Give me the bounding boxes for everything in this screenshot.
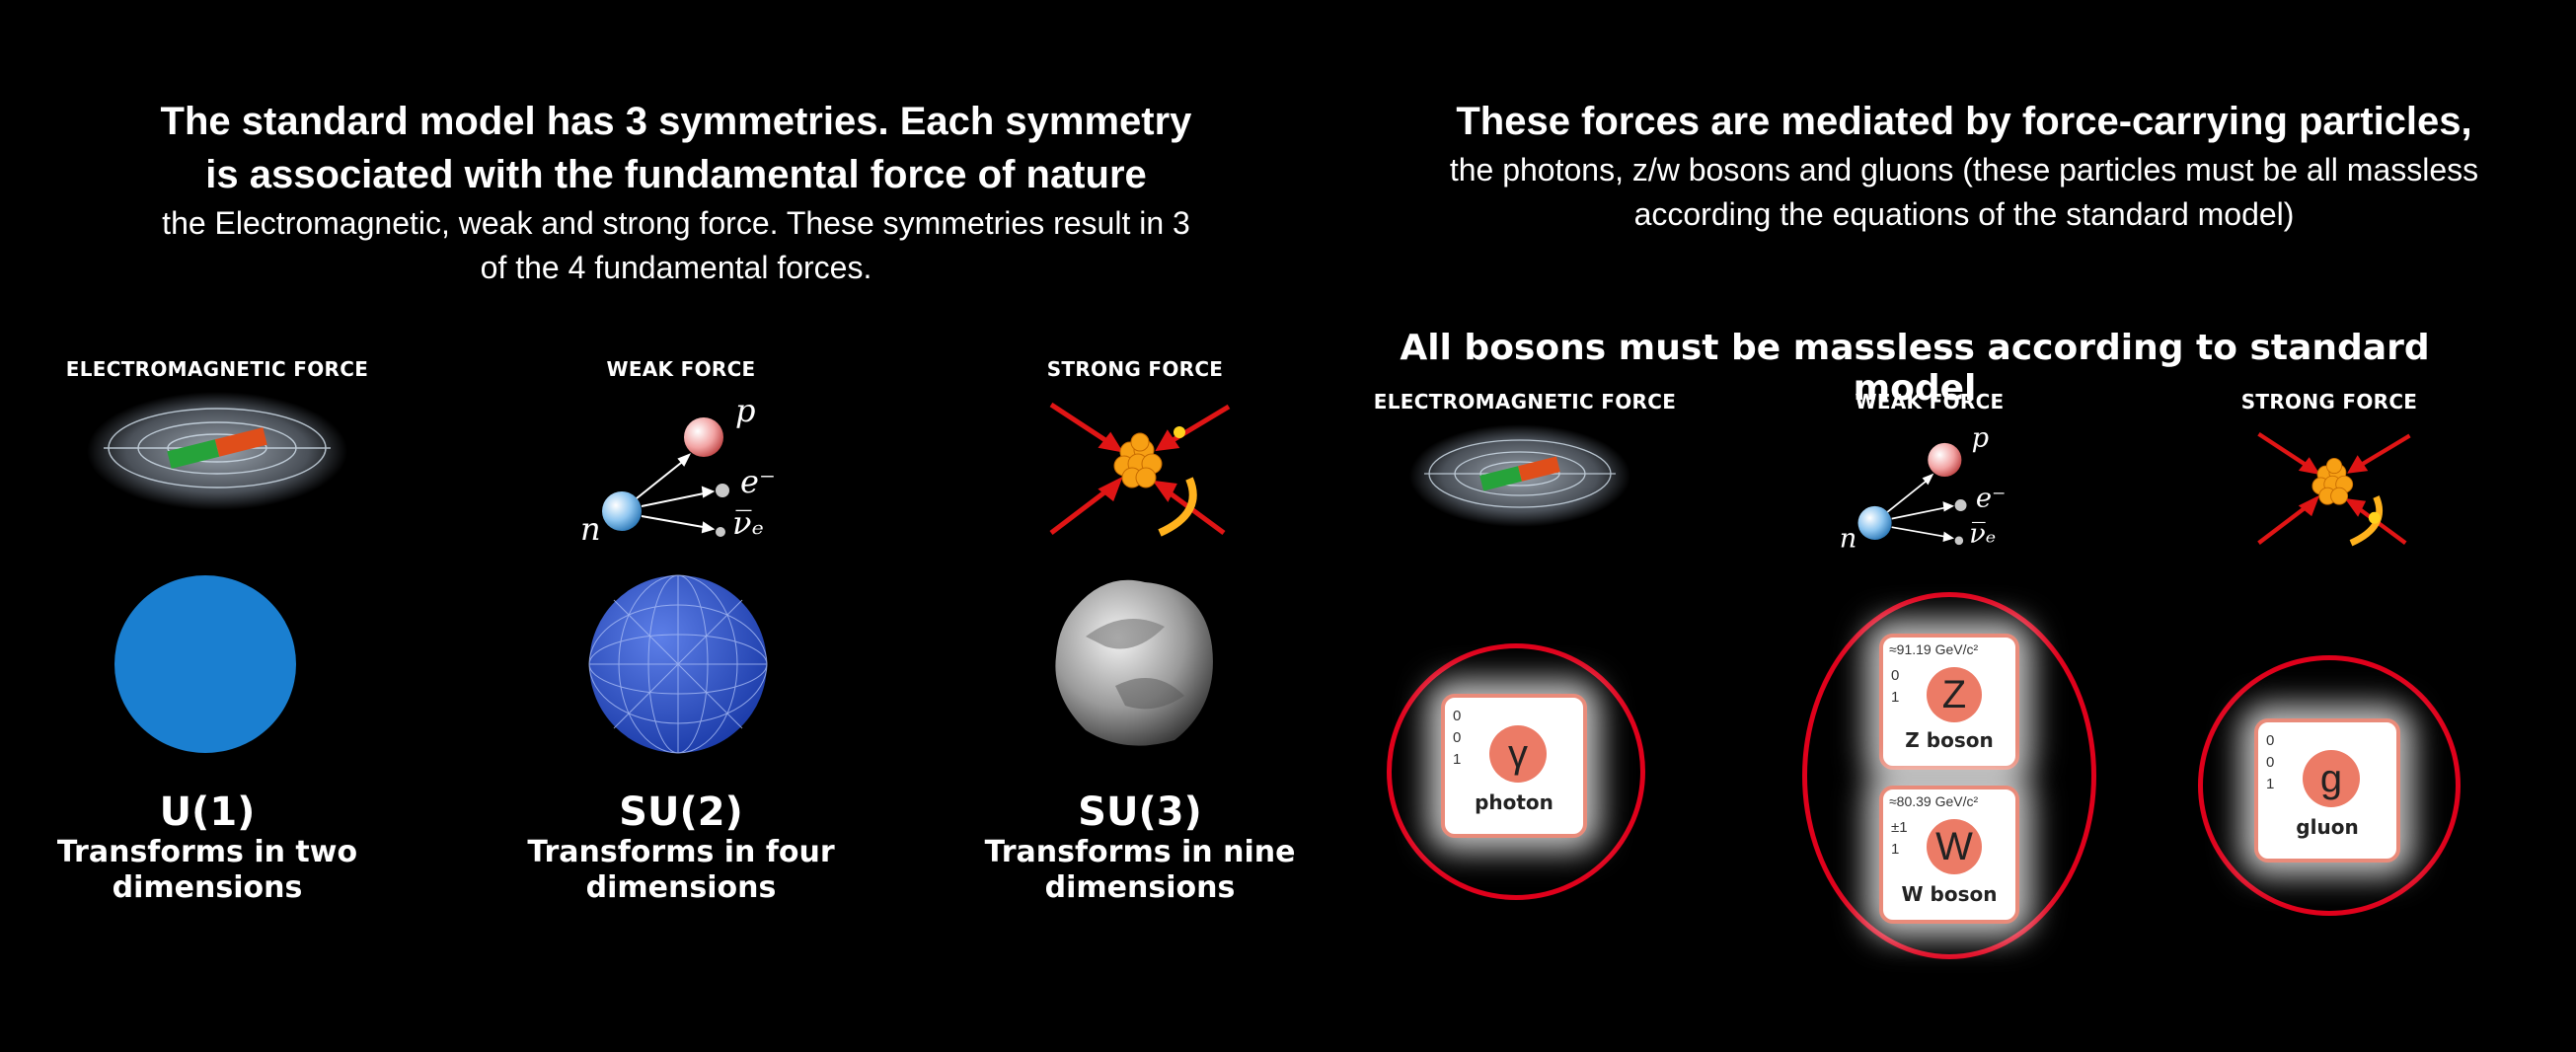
left-label-strong: STRONG FORCE (1046, 357, 1224, 381)
label-p: p (735, 392, 755, 429)
su3-desc-line2: dimensions (1044, 870, 1236, 905)
photon-name: photon (1475, 790, 1553, 814)
z-mass: ≈91.19 GeV/c² (1889, 641, 1979, 657)
su3-desc-line1: Transforms in nine (984, 835, 1296, 869)
strong-force-nucleus-left (1049, 402, 1231, 537)
w-charge: ±1 (1891, 819, 1908, 836)
right-subtitle-line1: the photons, z/w bosons and gluons (thes… (1449, 152, 2479, 188)
left-label-em: ELECTROMAGNETIC FORCE (65, 357, 369, 381)
u1-name: U(1) (159, 789, 256, 835)
su2-desc-line2: dimensions (585, 870, 777, 905)
photon-props: 0 0 1 (1453, 706, 1461, 771)
bosons-heading: All bosons must be massless according to… (1400, 328, 2430, 409)
w-props: ±1 1 (1891, 817, 1908, 861)
z-props: 0 1 (1891, 665, 1899, 709)
label-neutrino-right: ν̅ₑ (1969, 519, 1996, 550)
label-n: n (580, 510, 601, 548)
photon-card: 0 0 1 γ photon (1441, 694, 1587, 838)
su3-blob (1055, 579, 1213, 746)
label-neutrino: ν̅ₑ (732, 504, 764, 542)
label-electron: e⁻ (740, 463, 776, 500)
w-symbol: W (1927, 819, 1982, 874)
z-boson-card: ≈91.19 GeV/c² 0 1 Z Z boson (1879, 634, 2019, 770)
gluon-symbol: g (2303, 750, 2360, 807)
strong-force-nucleus-right (2257, 431, 2411, 547)
z-symbol: Z (1927, 667, 1982, 722)
right-title: These forces are mediated by force-carry… (1362, 95, 2566, 237)
left-title-line2: is associated with the fundamental force… (205, 153, 1147, 196)
left-subtitle-line2: of the 4 fundamental forces. (480, 250, 872, 285)
z-name: Z boson (1905, 728, 1994, 752)
photon-ring (1387, 643, 1645, 900)
right-title-line1: These forces are mediated by force-carry… (1456, 100, 2472, 143)
left-label-weak: WEAK FORCE (606, 357, 756, 381)
gluon-charge: 0 (2266, 732, 2275, 749)
gluon-props: 0 0 1 (2266, 730, 2274, 795)
photon-symbol: γ (1489, 725, 1547, 783)
photon-prop-3: 1 (1453, 751, 1462, 768)
right-label-weak: WEAK FORCE (1855, 390, 2005, 413)
z-charge: 0 (1891, 667, 1900, 684)
su2-desc-line1: Transforms in four (527, 835, 835, 869)
w-name: W boson (1901, 882, 1998, 906)
su2-name: SU(2) (619, 789, 743, 835)
su3-group: SU(3) Transforms in nine dimensions (952, 789, 1327, 906)
zw-ring (1802, 592, 2096, 959)
w-mass: ≈80.39 GeV/c² (1889, 793, 1979, 809)
beta-decay-diagram-right: p e⁻ ν̅ₑ n (1840, 422, 2007, 555)
left-title-line1: The standard model has 3 symmetries. Eac… (160, 100, 1192, 143)
u1-desc-line2: dimensions (112, 870, 303, 905)
gluon-ring (2198, 655, 2461, 916)
gluon-prop-3: 1 (2266, 776, 2275, 792)
beta-decay-diagram-left: p e⁻ ν̅ₑ n (580, 392, 776, 548)
label-electron-right: e⁻ (1976, 484, 2007, 514)
u1-sphere (114, 575, 296, 753)
left-title: The standard model has 3 symmetries. Eac… (79, 95, 1273, 290)
photon-prop-2: 0 (1453, 729, 1462, 746)
gluon-name: gluon (2296, 815, 2359, 839)
magnet-field-illustration (87, 392, 347, 510)
u1-desc-line1: Transforms in two (56, 835, 358, 869)
right-label-em: ELECTROMAGNETIC FORCE (1373, 390, 1677, 413)
label-p-right: p (1972, 422, 1989, 453)
gluon-prop-2: 0 (2266, 754, 2275, 771)
w-boson-card: ≈80.39 GeV/c² ±1 1 W W boson (1879, 786, 2019, 924)
label-n-right: n (1840, 524, 1857, 555)
z-spin: 1 (1891, 689, 1900, 706)
magnet-field-illustration-right (1409, 424, 1630, 527)
photon-charge: 0 (1453, 708, 1462, 724)
su2-sphere (588, 574, 768, 754)
su3-name: SU(3) (1078, 789, 1202, 835)
right-label-strong: STRONG FORCE (2240, 390, 2418, 413)
gluon-card: 0 0 1 g gluon (2254, 718, 2400, 863)
w-spin: 1 (1891, 841, 1900, 858)
right-subtitle-line2: according the equations of the standard … (1633, 196, 2295, 232)
su2-group: SU(2) Transforms in four dimensions (493, 789, 869, 906)
u1-group: U(1) Transforms in two dimensions (20, 789, 395, 906)
left-subtitle-line1: the Electromagnetic, weak and strong for… (162, 205, 1190, 241)
